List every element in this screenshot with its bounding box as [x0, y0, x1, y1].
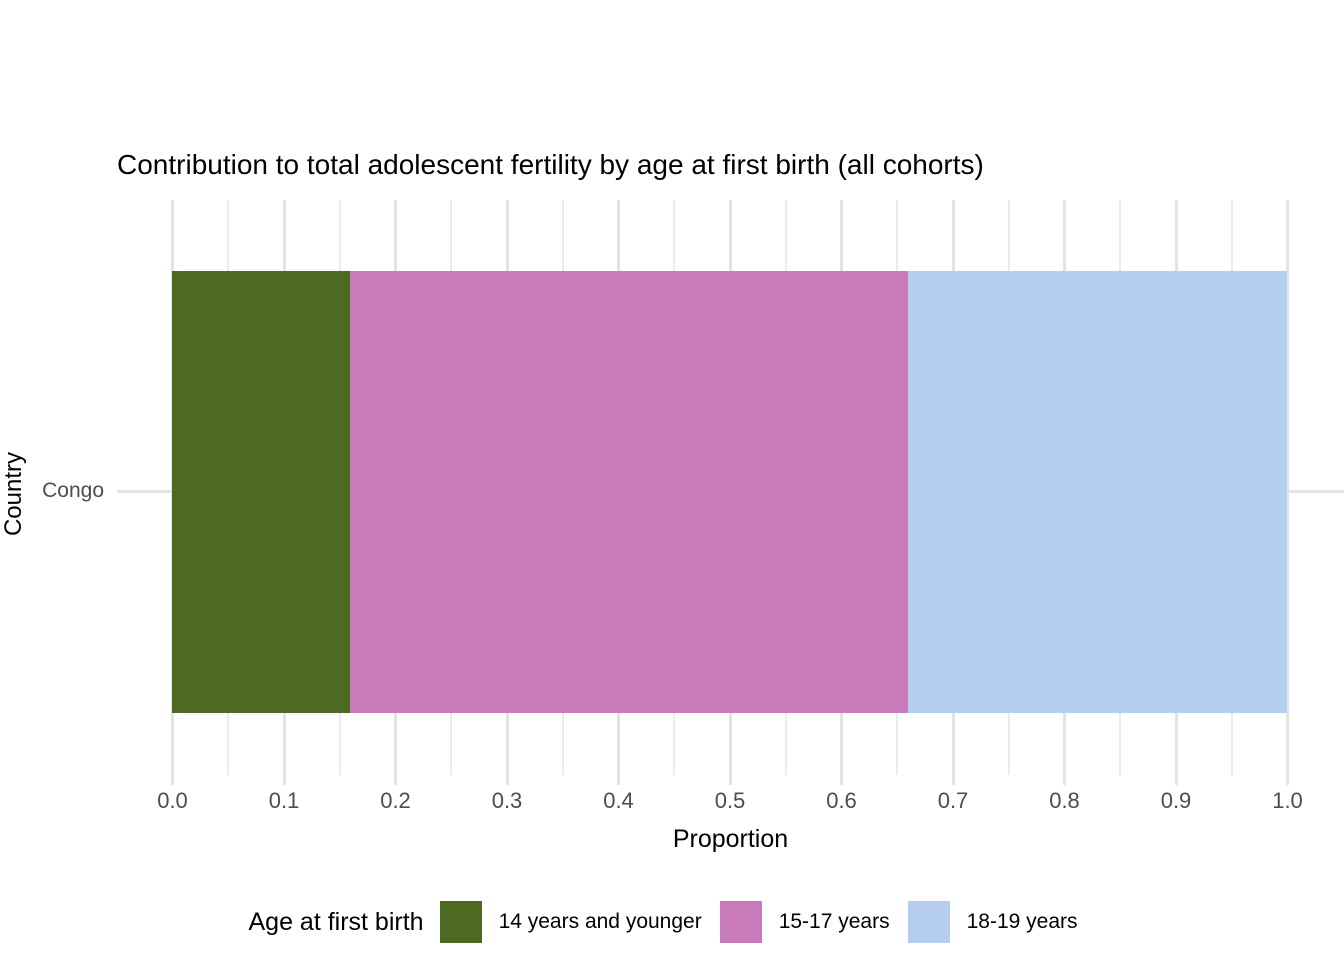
legend-swatch-18-19: [907, 901, 950, 943]
legend-title: Age at first birth: [248, 907, 424, 936]
x-axis-tick: [1063, 775, 1066, 785]
x-tick-label: 1.0: [1272, 788, 1303, 813]
legend-swatch-15-17: [719, 901, 762, 943]
bar-segment-18-19-years: [907, 271, 1287, 713]
legend-item: 18-19 years: [907, 901, 1078, 943]
x-tick-label: 0.4: [603, 788, 634, 813]
x-axis-tick: [951, 775, 955, 785]
legend-label: 14 years and younger: [498, 910, 702, 933]
x-tick-label: 0.7: [937, 788, 969, 813]
legend-item: 14 years and younger: [439, 901, 702, 943]
y-tick-label-congo: Congo: [42, 479, 104, 502]
chart-title: Contribution to total adolescent fertili…: [117, 149, 984, 180]
major-gridline: [1286, 200, 1289, 775]
x-tick-label: 0.0: [157, 788, 188, 813]
legend-label: 18-19 years: [966, 910, 1078, 933]
stacked-bar: [172, 271, 1287, 713]
y-axis-title: Country: [0, 451, 27, 537]
x-axis-tick: [282, 775, 286, 785]
legend-swatch-14-and-younger: [439, 901, 482, 943]
x-tick-label: 0.1: [268, 788, 300, 813]
x-axis-title: Proportion: [672, 825, 789, 853]
x-axis-tick: [1174, 775, 1178, 785]
x-axis-tick: [617, 775, 620, 785]
legend-label: 15-17 years: [778, 910, 890, 933]
legend: Age at first birth 14 years and younger …: [0, 897, 1344, 947]
bar-segment-14-years-and-younger: [172, 271, 351, 713]
plot-panel: [117, 200, 1344, 785]
x-tick-label: 0.5: [714, 788, 746, 813]
x-axis-tick: [840, 775, 843, 785]
x-axis-tick: [394, 775, 397, 785]
x-tick-label: 0.8: [1049, 788, 1080, 813]
x-axis-tick: [171, 775, 174, 785]
x-axis-tick-labels: 0.0 0.1 0.2 0.3 0.4 0.5 0.6 0.7 0.8 0.9 1.0: [117, 788, 1344, 814]
x-tick-label: 0.6: [826, 788, 857, 813]
x-tick-label: 0.3: [491, 788, 523, 813]
x-axis-tick: [505, 775, 509, 785]
x-tick-label: 0.9: [1160, 788, 1192, 813]
x-axis-tick: [1286, 775, 1289, 785]
bar-segment-15-17-years: [350, 271, 908, 713]
x-axis-tick: [728, 775, 732, 785]
x-tick-label: 0.2: [380, 788, 411, 813]
legend-item: 15-17 years: [719, 901, 890, 943]
